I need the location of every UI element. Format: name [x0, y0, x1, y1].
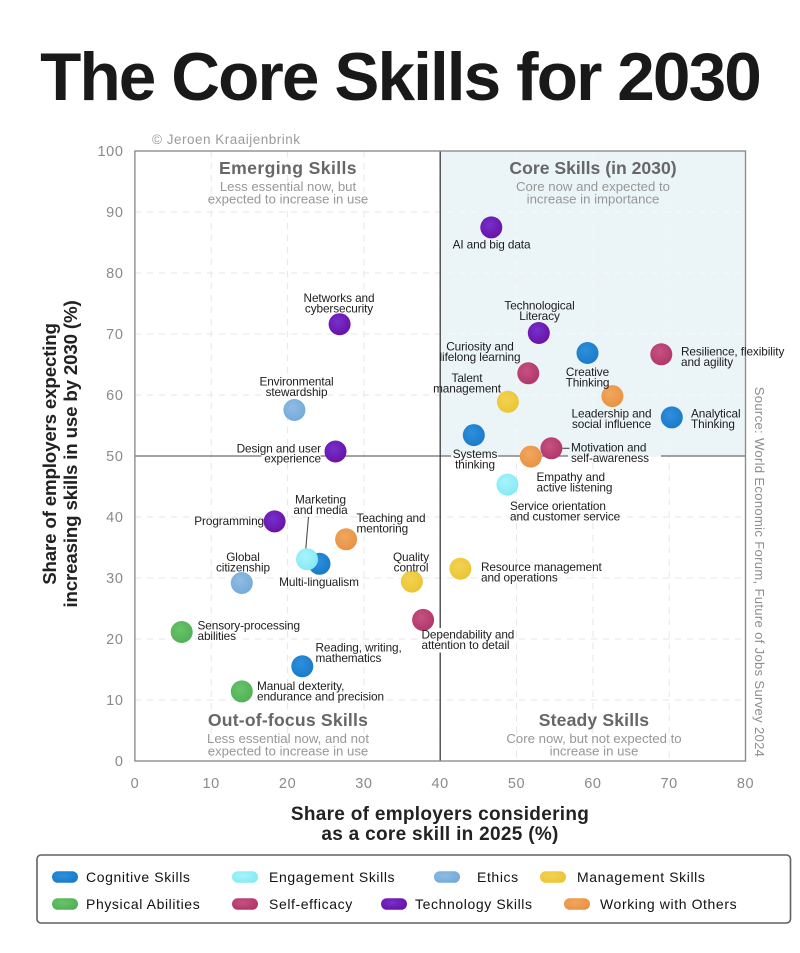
svg-text:The Core Skills for 2030: The Core Skills for 2030	[40, 40, 760, 115]
svg-text:Cognitive Skills: Cognitive Skills	[86, 869, 191, 885]
svg-text:20: 20	[279, 776, 296, 792]
svg-text:10: 10	[106, 693, 123, 709]
svg-text:Physical Abilities: Physical Abilities	[86, 896, 200, 912]
svg-text:increase in use: increase in use	[550, 743, 639, 758]
svg-text:Out-of-focus Skills: Out-of-focus Skills	[208, 710, 368, 730]
svg-text:Management Skills: Management Skills	[577, 869, 705, 885]
svg-text:70: 70	[661, 776, 678, 792]
svg-text:Core now, but not expected to: Core now, but not expected to	[506, 731, 681, 746]
svg-text:Share of employers considering: Share of employers considering	[291, 804, 589, 825]
svg-text:as a core skill in 2025 (%): as a core skill in 2025 (%)	[321, 824, 558, 845]
svg-text:Source: World Economic Forum,: Source: World Economic Forum, Future of …	[752, 387, 767, 758]
svg-text:Self-efficacy: Self-efficacy	[269, 896, 353, 912]
svg-text:40: 40	[432, 776, 449, 792]
svg-text:Less essential now, and not: Less essential now, and not	[207, 731, 369, 746]
svg-text:0: 0	[115, 754, 124, 770]
svg-text:Share of employers expectingin: Share of employers expectingincreasing s…	[39, 300, 81, 607]
svg-text:Technology Skills: Technology Skills	[415, 896, 533, 912]
svg-text:Steady Skills: Steady Skills	[539, 710, 650, 730]
svg-text:0: 0	[131, 776, 140, 792]
svg-text:Emerging Skills: Emerging Skills	[219, 158, 357, 178]
svg-text:Ethics: Ethics	[477, 869, 519, 885]
svg-text:10: 10	[203, 776, 220, 792]
svg-text:50: 50	[508, 776, 525, 792]
svg-text:expected to increase in use: expected to increase in use	[208, 743, 369, 758]
svg-text:Engagement Skills: Engagement Skills	[269, 869, 395, 885]
svg-text:increase in importance: increase in importance	[527, 191, 660, 206]
svg-text:AI and big data: AI and big data	[453, 238, 531, 252]
svg-text:100: 100	[98, 144, 124, 160]
svg-text:50: 50	[106, 449, 123, 465]
svg-text:Core now and expected to: Core now and expected to	[516, 179, 670, 194]
svg-text:30: 30	[106, 571, 123, 587]
svg-text:Working with Others: Working with Others	[600, 896, 737, 912]
svg-text:Reading, writing,mathematics: Reading, writing, mathematics	[316, 641, 402, 665]
svg-text:Core Skills (in 2030): Core Skills (in 2030)	[509, 158, 676, 178]
svg-text:80: 80	[106, 266, 123, 282]
svg-text:70: 70	[106, 327, 123, 343]
svg-text:© Jeroen Kraaijenbrink: © Jeroen Kraaijenbrink	[152, 132, 301, 147]
svg-text:60: 60	[106, 388, 123, 404]
svg-text:40: 40	[106, 510, 123, 526]
svg-text:20: 20	[106, 632, 123, 648]
svg-text:80: 80	[737, 776, 754, 792]
svg-text:Multi-lingualism: Multi-lingualism	[279, 575, 359, 589]
svg-text:Manual dexterity,endurance and: Manual dexterity, endurance and precision	[257, 679, 384, 703]
svg-text:expected to increase in use: expected to increase in use	[208, 191, 369, 206]
svg-text:30: 30	[355, 776, 372, 792]
svg-text:Programming: Programming	[194, 514, 264, 528]
svg-text:Less essential now, but: Less essential now, but	[220, 179, 357, 194]
svg-text:60: 60	[584, 776, 601, 792]
svg-text:90: 90	[106, 205, 123, 221]
